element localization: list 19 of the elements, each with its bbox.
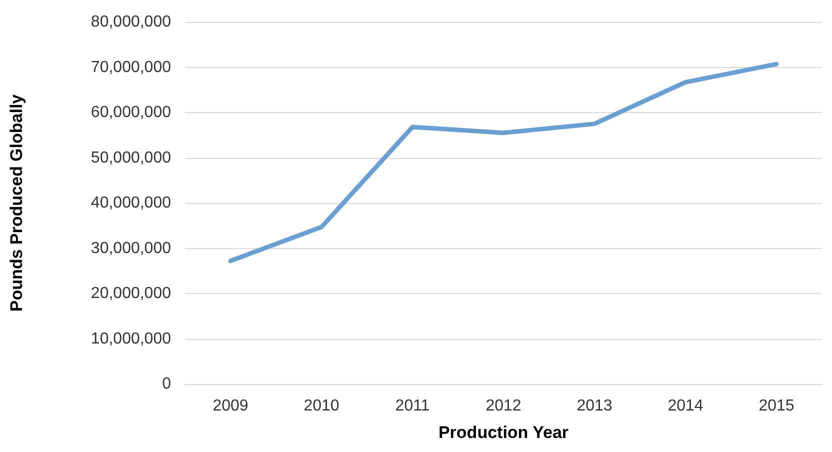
x-tick-label: 2012 [486, 398, 522, 414]
x-tick-label: 2011 [395, 398, 430, 414]
y-axis-title: Pounds Produced Globally [7, 94, 26, 312]
y-tick-label: 30,000,000 [90, 240, 172, 257]
y-tick-label: 70,000,000 [90, 58, 172, 76]
x-tick-label: 2013 [576, 398, 612, 414]
x-tick-label: 2014 [668, 398, 704, 414]
line-series [228, 62, 779, 264]
x-tick-label: 2009 [212, 398, 248, 414]
x-tick-label: 2010 [304, 398, 340, 414]
y-tick-label: 20,000,000 [90, 285, 172, 302]
x-tick-label: 2015 [758, 398, 794, 414]
y-tick-label: 50,000,000 [90, 149, 172, 166]
y-tick-label: 60,000,000 [90, 104, 172, 121]
y-tick-label: 10,000,000 [90, 330, 172, 348]
y-tick-label: 0 [162, 376, 172, 392]
y-tick-label: 80,000,000 [90, 14, 172, 30]
y-tick-label: 40,000,000 [90, 194, 172, 212]
x-axis-title: Production Year [438, 423, 569, 442]
